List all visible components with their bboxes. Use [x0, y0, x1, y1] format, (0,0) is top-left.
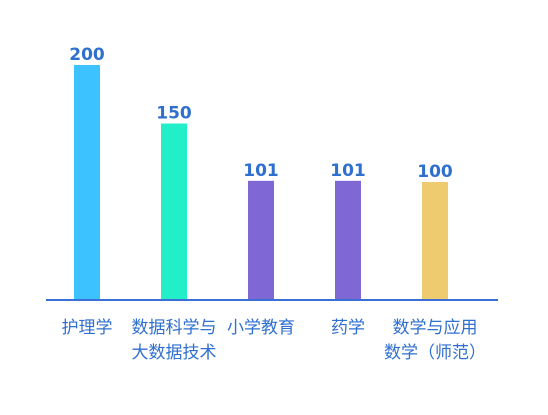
category-label-4-line-0: 数学与应用: [393, 318, 478, 338]
category-label-0-line-0: 护理学: [62, 318, 113, 338]
bar-0: [74, 65, 100, 299]
bar-3: [335, 180, 361, 299]
category-label-2-line-0: 小学教育: [227, 318, 295, 338]
value-labels-layer: 200 150 101 101 100: [69, 45, 453, 182]
bar-2: [248, 180, 274, 299]
value-label-1: 150: [156, 104, 192, 124]
bar-1: [161, 123, 187, 299]
category-label-4-line-1: 数学（师范）: [384, 343, 486, 363]
bar-4: [422, 182, 448, 299]
value-label-4: 100: [417, 162, 453, 182]
value-label-0: 200: [69, 45, 105, 65]
category-label-3-line-0: 药学: [331, 318, 365, 338]
value-label-2: 101: [243, 161, 279, 181]
value-label-3: 101: [330, 161, 366, 181]
bars-layer: [74, 65, 448, 299]
category-label-1-line-1: 大数据技术: [132, 343, 217, 363]
category-label-1-line-0: 数据科学与: [132, 318, 217, 338]
